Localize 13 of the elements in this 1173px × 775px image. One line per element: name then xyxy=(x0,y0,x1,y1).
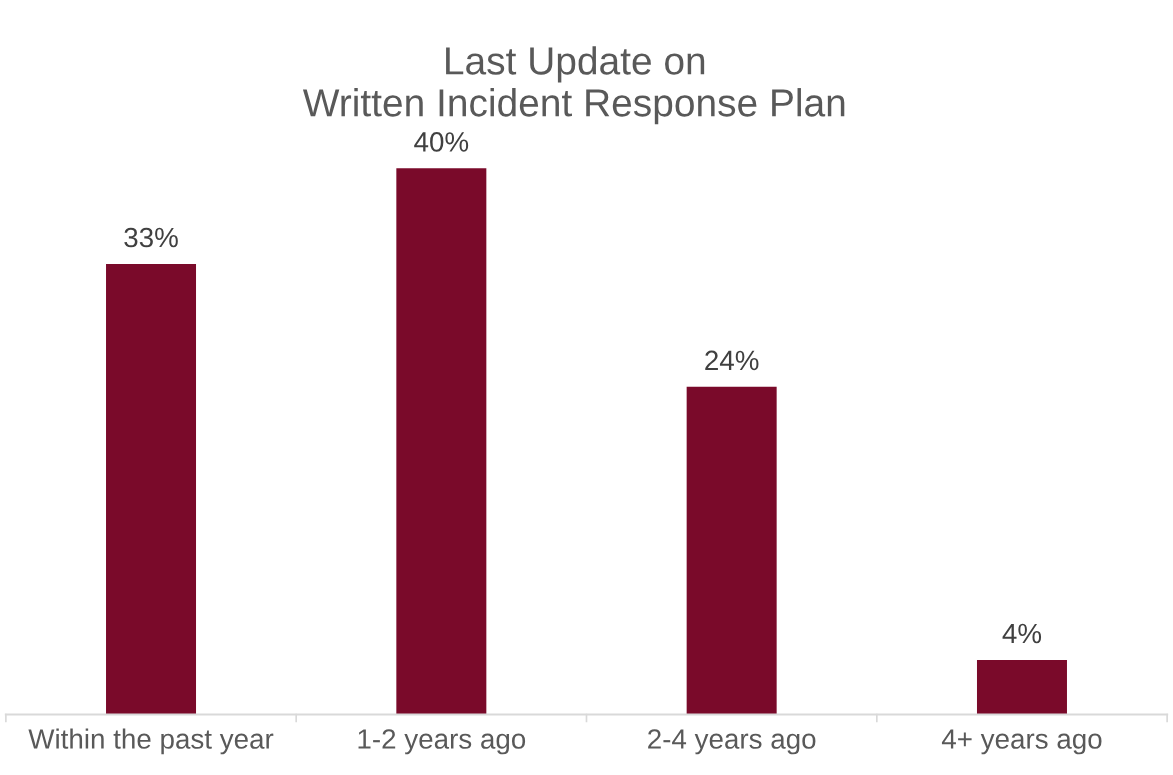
x-tick-label: 1-2 years ago xyxy=(358,729,526,755)
bar xyxy=(976,659,1067,715)
bar xyxy=(686,386,777,715)
x-tick-label: Within the past year xyxy=(28,728,274,755)
data-label: 4% xyxy=(1002,623,1042,644)
x-tick-label: 4+ years ago xyxy=(941,729,1102,755)
bar xyxy=(106,263,197,715)
data-label: 24% xyxy=(705,350,759,371)
data-label: 40% xyxy=(414,132,469,152)
bar xyxy=(396,168,487,715)
x-tick-label: 2-4 years ago xyxy=(648,729,816,755)
chart-title: Last Update on Written Incident Response Plan xyxy=(302,46,845,125)
data-label: 33% xyxy=(124,227,178,248)
